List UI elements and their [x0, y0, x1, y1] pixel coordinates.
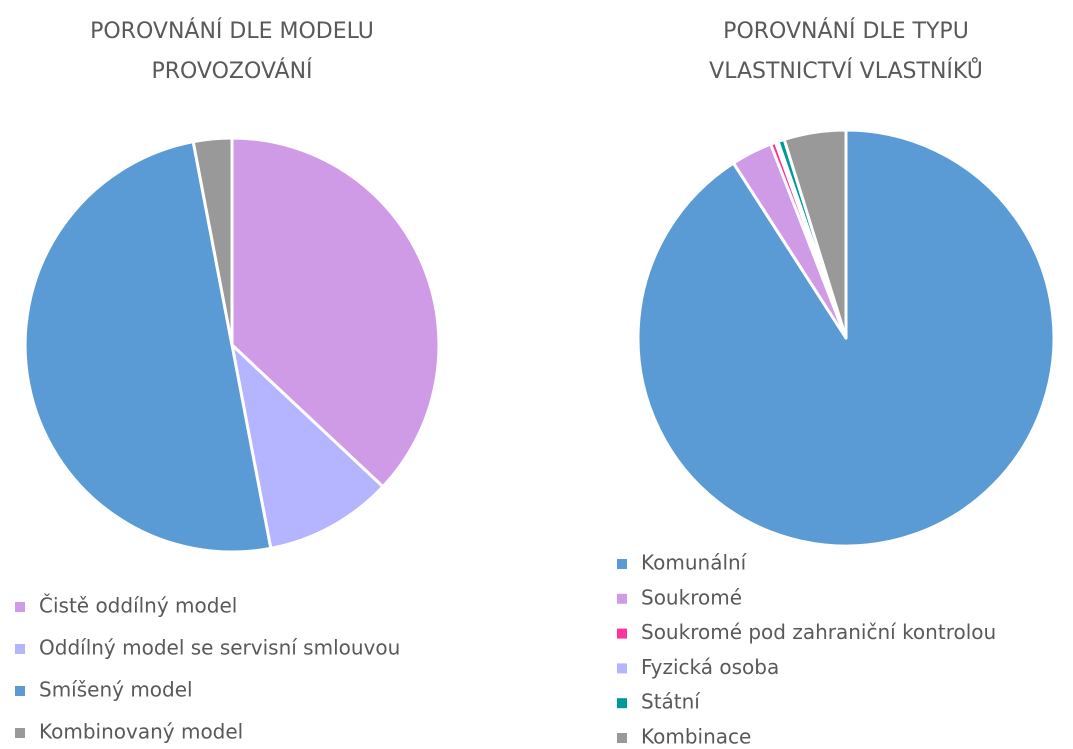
pie-slice — [191, 136, 234, 347]
chart-title: POROVNÁNÍ DLE TYPU — [723, 18, 969, 44]
legend-swatch — [617, 559, 627, 569]
pie-slice — [23, 140, 273, 554]
legend-swatch — [15, 686, 25, 696]
legend-swatch — [617, 698, 627, 709]
legend-swatch — [15, 602, 25, 612]
legend-label: Kombinace — [641, 725, 751, 749]
legend-label: Soukromé — [641, 585, 742, 609]
legend-label: Fyzická osoba — [641, 655, 779, 679]
legend-label: Soukromé pod zahraniční kontrolou — [641, 620, 996, 644]
legend-label: Čistě oddílný model — [39, 594, 237, 618]
chart-title: VLASTNICTVÍ VLASTNÍKŮ — [709, 57, 983, 84]
legend-swatch — [617, 663, 627, 674]
legend-swatch — [617, 628, 627, 639]
pie-slice — [230, 136, 441, 489]
pie-slice — [230, 343, 385, 550]
legend-label: Státní — [641, 690, 701, 714]
legend-swatch — [15, 644, 25, 654]
legend-swatch — [15, 728, 25, 738]
chart-title: PROVOZOVÁNÍ — [151, 58, 312, 84]
chart-title: POROVNÁNÍ DLE MODELU — [90, 18, 374, 44]
legend-swatch — [617, 733, 627, 743]
legend-swatch — [617, 593, 627, 604]
legend-label: Komunální — [641, 551, 748, 575]
legend-label: Oddílný model se servisní smlouvou — [39, 636, 400, 660]
pie-slice — [782, 128, 848, 340]
legend-label: Kombinovaný model — [39, 720, 243, 744]
legend-label: Smíšený model — [39, 678, 193, 702]
